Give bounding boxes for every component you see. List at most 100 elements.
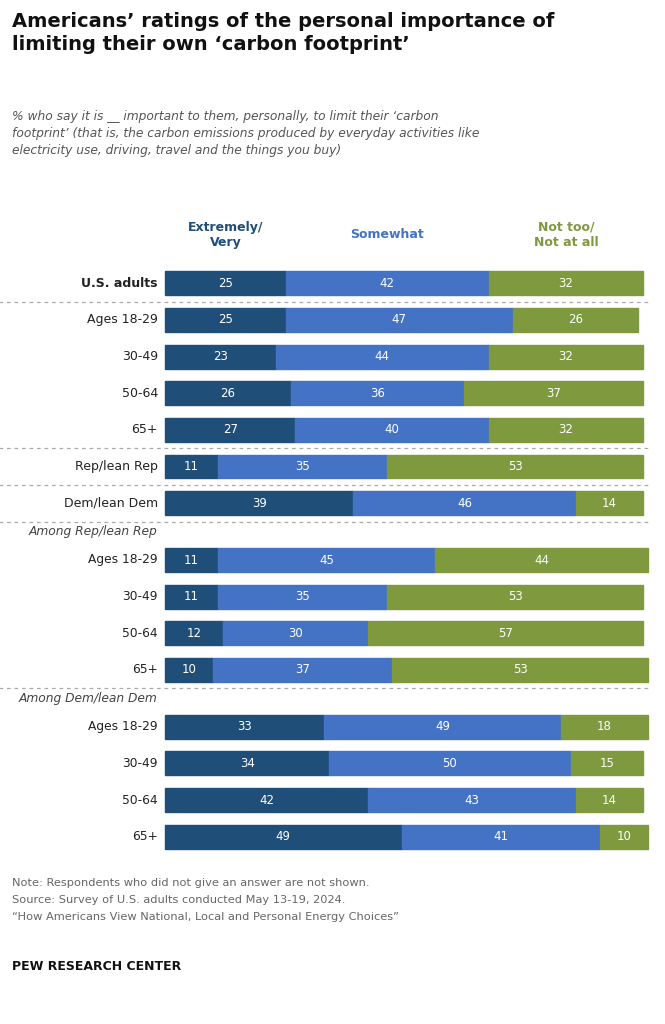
Text: 50: 50	[443, 757, 458, 770]
Bar	[165, 308, 286, 332]
Text: Ages 18-29: Ages 18-29	[87, 313, 158, 327]
Text: 23: 23	[213, 350, 228, 364]
Text: 11: 11	[184, 590, 199, 603]
Text: 46: 46	[457, 497, 472, 510]
Bar	[165, 752, 329, 775]
Text: 18: 18	[597, 720, 612, 733]
Text: 14: 14	[602, 794, 617, 807]
Text: PEW RESEARCH CENTER: PEW RESEARCH CENTER	[12, 961, 182, 973]
Text: 27: 27	[223, 423, 237, 436]
Text: 32: 32	[559, 423, 573, 436]
Bar	[165, 824, 402, 849]
Text: 37: 37	[295, 664, 310, 677]
Bar	[368, 622, 643, 645]
Text: Source: Survey of U.S. adults conducted May 13-19, 2024.: Source: Survey of U.S. adults conducted …	[12, 895, 345, 905]
Text: 53: 53	[508, 460, 523, 473]
Text: 36: 36	[370, 387, 385, 399]
Bar	[165, 788, 368, 812]
Text: 45: 45	[319, 554, 334, 566]
Bar	[464, 381, 643, 406]
Text: 14: 14	[602, 497, 617, 510]
Text: 25: 25	[218, 313, 233, 327]
Text: 26: 26	[568, 313, 583, 327]
Text: Americans’ ratings of the personal importance of
limiting their own ‘carbon foot: Americans’ ratings of the personal impor…	[12, 12, 555, 53]
Bar	[165, 492, 353, 515]
Text: Note: Respondents who did not give an answer are not shown.: Note: Respondents who did not give an an…	[12, 878, 370, 888]
Bar	[571, 752, 643, 775]
Text: 33: 33	[237, 720, 252, 733]
Text: 15: 15	[600, 757, 614, 770]
Text: 41: 41	[493, 830, 508, 843]
Text: 65+: 65+	[132, 830, 158, 843]
Bar	[295, 418, 489, 441]
Bar	[329, 752, 571, 775]
Bar	[513, 308, 638, 332]
Text: 49: 49	[276, 830, 291, 843]
Text: 53: 53	[508, 590, 523, 603]
Text: 30-49: 30-49	[122, 350, 158, 364]
Text: 44: 44	[534, 554, 549, 566]
Bar	[165, 418, 295, 441]
Bar	[218, 548, 436, 572]
Text: Somewhat: Somewhat	[350, 228, 424, 242]
Bar	[436, 548, 648, 572]
Bar	[218, 455, 387, 478]
Text: 35: 35	[295, 460, 310, 473]
Text: 39: 39	[252, 497, 267, 510]
Text: 11: 11	[184, 554, 199, 566]
Text: 42: 42	[380, 276, 395, 290]
Text: Among Dem/lean Dem: Among Dem/lean Dem	[19, 692, 158, 705]
Text: 40: 40	[384, 423, 400, 436]
Text: 65+: 65+	[132, 664, 158, 677]
Text: 10: 10	[182, 664, 197, 677]
Bar	[165, 381, 291, 406]
Bar	[402, 824, 600, 849]
Bar	[325, 715, 561, 738]
Text: 10: 10	[616, 830, 631, 843]
Text: Not too/
Not at all: Not too/ Not at all	[533, 221, 598, 249]
Bar	[165, 271, 286, 295]
Text: 25: 25	[218, 276, 233, 290]
Text: 49: 49	[435, 720, 450, 733]
Text: 26: 26	[220, 387, 235, 399]
Text: 50-64: 50-64	[122, 387, 158, 399]
Text: “How Americans View National, Local and Personal Energy Choices”: “How Americans View National, Local and …	[12, 912, 399, 922]
Bar	[368, 788, 575, 812]
Bar	[392, 658, 648, 682]
Text: 30: 30	[288, 627, 303, 640]
Text: 65+: 65+	[131, 423, 158, 436]
Text: 37: 37	[547, 387, 561, 399]
Text: 12: 12	[186, 627, 201, 640]
Bar	[489, 271, 643, 295]
Text: 50-64: 50-64	[122, 794, 158, 807]
Bar	[218, 585, 387, 608]
Text: 57: 57	[498, 627, 513, 640]
Text: 32: 32	[559, 350, 573, 364]
Bar	[165, 585, 218, 608]
Text: 34: 34	[239, 757, 255, 770]
Text: Extremely/
Very: Extremely/ Very	[188, 221, 263, 249]
Text: Ages 18-29: Ages 18-29	[88, 720, 158, 733]
Bar	[387, 585, 643, 608]
Bar	[575, 788, 643, 812]
Text: 11: 11	[184, 460, 199, 473]
Bar	[286, 271, 489, 295]
Text: 47: 47	[392, 313, 407, 327]
Bar	[213, 658, 392, 682]
Text: Dem/lean Dem: Dem/lean Dem	[64, 497, 158, 510]
Text: Rep/lean Rep: Rep/lean Rep	[75, 460, 158, 473]
Text: U.S. adults: U.S. adults	[81, 276, 158, 290]
Text: % who say it is __ important to them, personally, to limit their ‘carbon
footpri: % who say it is __ important to them, pe…	[12, 110, 479, 157]
Bar	[223, 622, 368, 645]
Text: 53: 53	[513, 664, 527, 677]
Bar	[353, 492, 575, 515]
Text: Ages 18-29: Ages 18-29	[88, 554, 158, 566]
Text: 44: 44	[375, 350, 390, 364]
Text: 32: 32	[559, 276, 573, 290]
Text: 35: 35	[295, 590, 310, 603]
Bar	[387, 455, 643, 478]
Bar	[561, 715, 648, 738]
Bar	[165, 345, 276, 369]
Text: Among Rep/lean Rep: Among Rep/lean Rep	[29, 525, 158, 538]
Text: 30-49: 30-49	[122, 757, 158, 770]
